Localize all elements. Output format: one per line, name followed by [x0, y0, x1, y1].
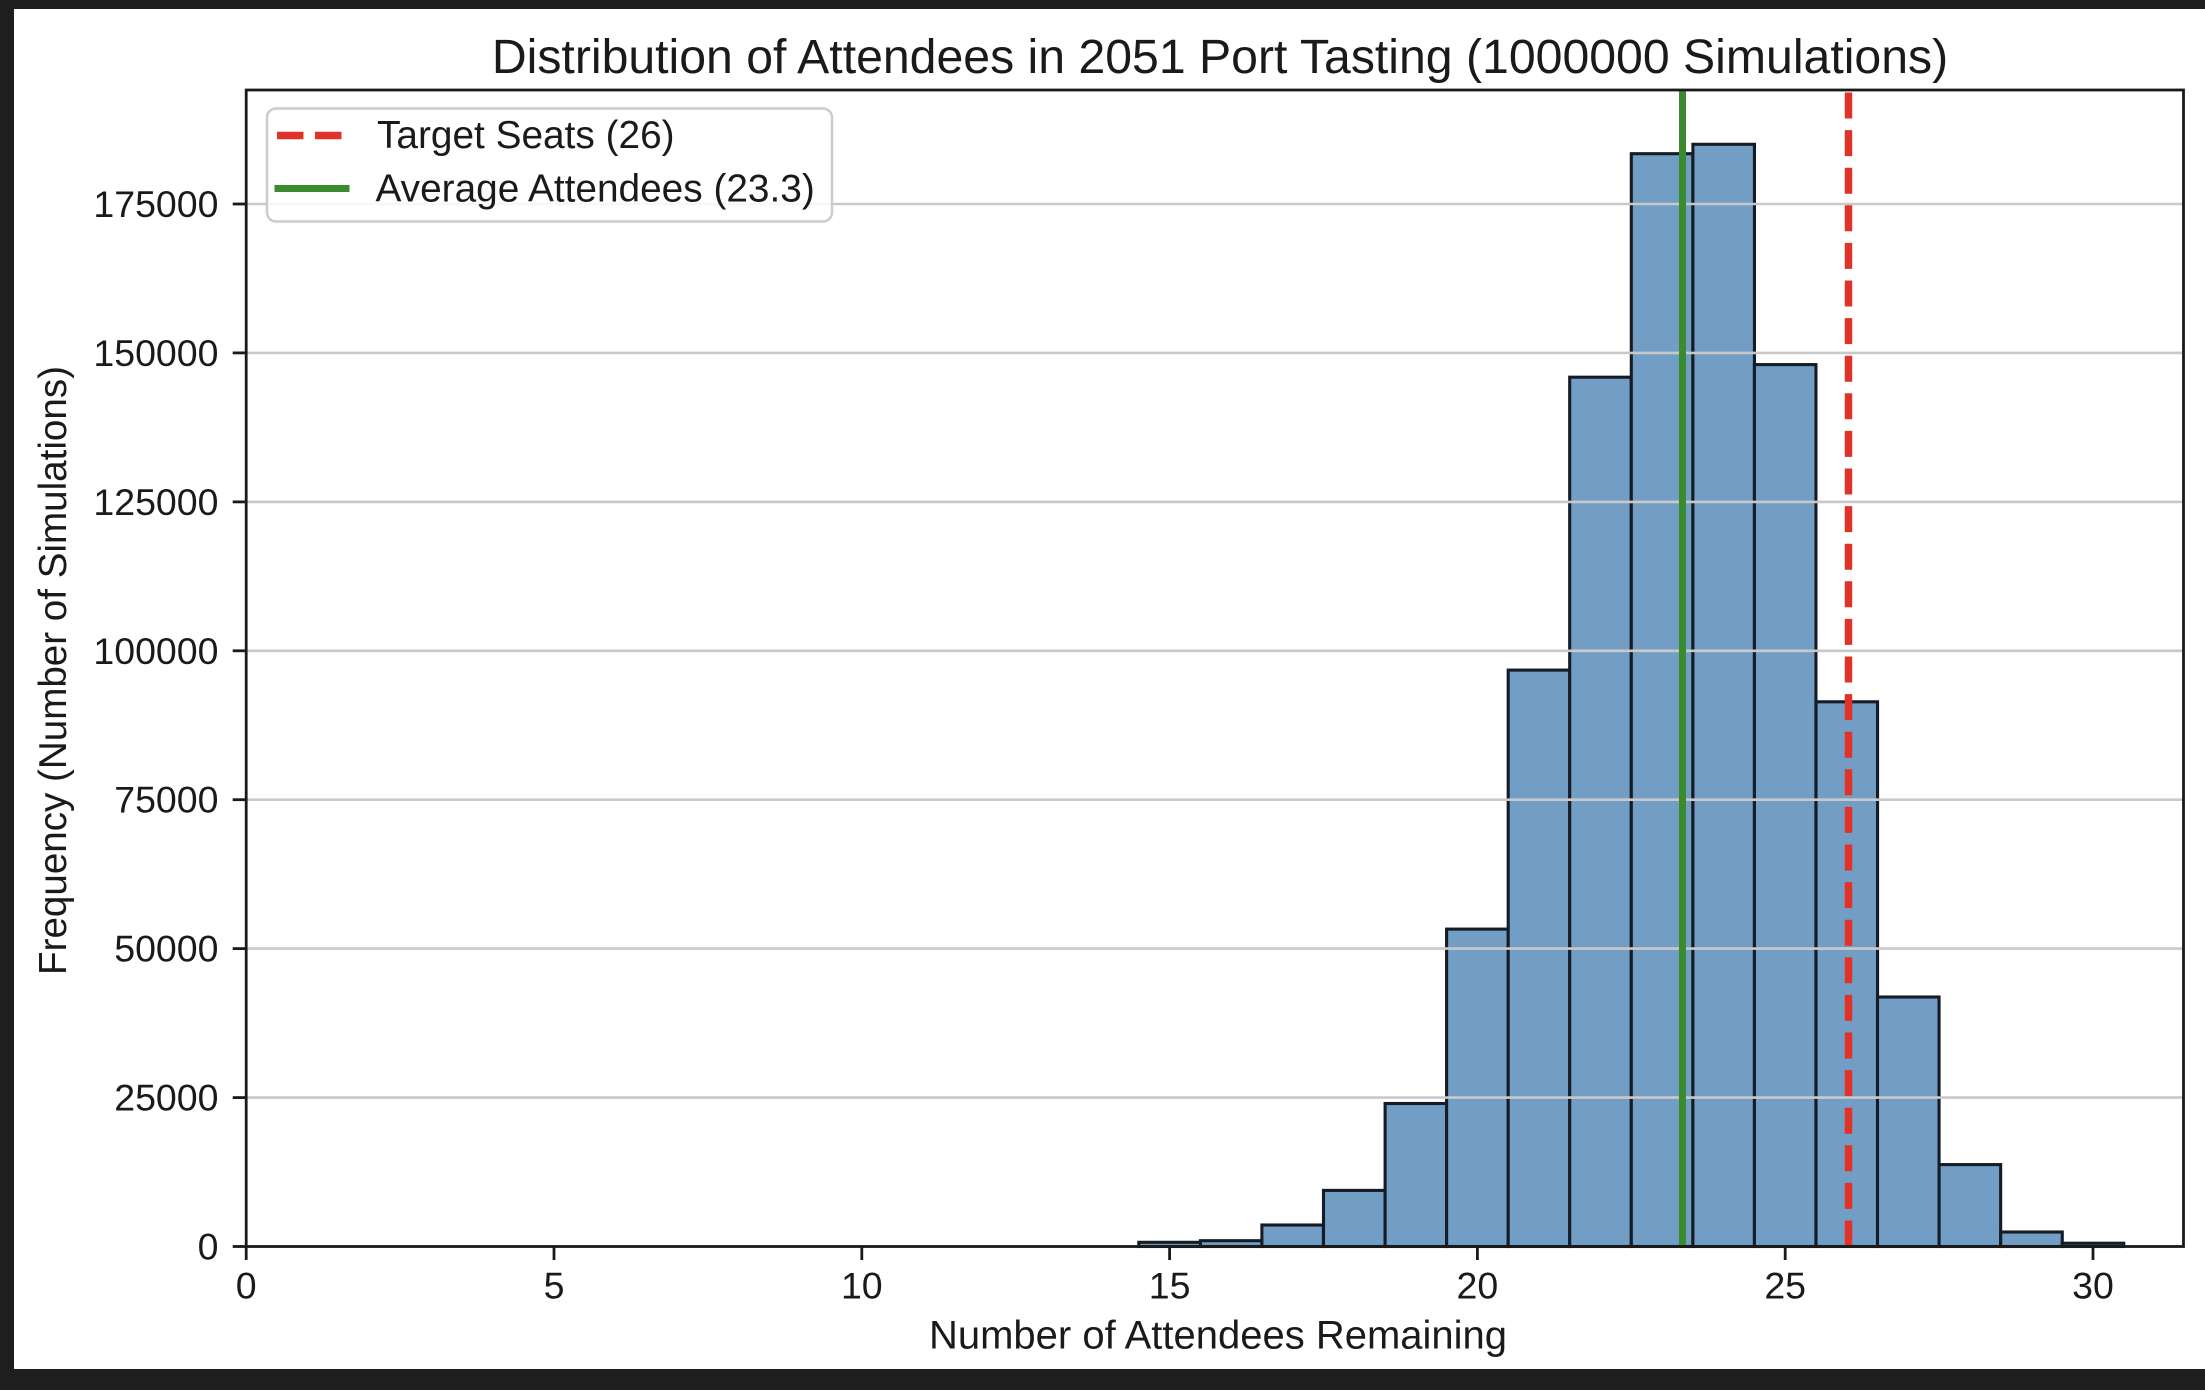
svg-text:50000: 50000: [114, 928, 218, 970]
svg-text:10: 10: [841, 1265, 883, 1307]
svg-text:Frequency (Number of Simulatio: Frequency (Number of Simulations): [32, 366, 75, 975]
svg-text:125000: 125000: [93, 481, 218, 523]
svg-text:30: 30: [2072, 1265, 2114, 1307]
svg-text:75000: 75000: [114, 779, 218, 821]
svg-text:175000: 175000: [93, 183, 218, 225]
svg-text:0: 0: [198, 1226, 219, 1268]
svg-text:Target Seats (26): Target Seats (26): [377, 114, 675, 157]
svg-text:20: 20: [1457, 1265, 1499, 1307]
svg-text:0: 0: [236, 1265, 257, 1307]
svg-text:Average Attendees (23.3): Average Attendees (23.3): [376, 167, 815, 210]
svg-text:15: 15: [1149, 1265, 1191, 1307]
svg-text:150000: 150000: [93, 332, 218, 374]
svg-text:25: 25: [1764, 1265, 1806, 1307]
svg-text:5: 5: [544, 1265, 565, 1307]
svg-text:Distribution of Attendees in 2: Distribution of Attendees in 2051 Port T…: [492, 30, 1948, 84]
svg-text:Number of Attendees Remaining: Number of Attendees Remaining: [929, 1314, 1507, 1358]
svg-text:100000: 100000: [93, 630, 218, 672]
svg-text:25000: 25000: [114, 1077, 218, 1119]
